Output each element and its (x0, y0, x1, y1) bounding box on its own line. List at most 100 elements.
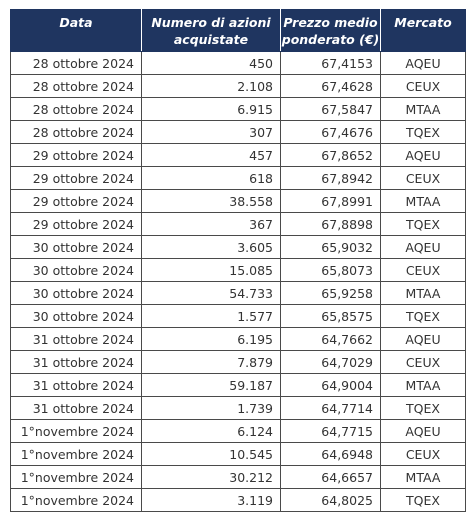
cell-market: TQEX (380, 212, 466, 236)
cell-price: 65,8073 (280, 258, 381, 282)
cell-shares: 457 (141, 143, 281, 167)
cell-date: 29 ottobre 2024 (10, 212, 142, 236)
table-row: 31 ottobre 2024 1.739 64,7714 TQEX (10, 396, 466, 420)
table-header: Data Numero di azioni acquistate Prezzo … (10, 9, 466, 52)
cell-market: MTAA (380, 189, 466, 213)
share-purchases-table: Data Numero di azioni acquistate Prezzo … (10, 9, 466, 512)
table-row: 1°novembre 2024 6.124 64,7715 AQEU (10, 419, 466, 443)
table-row: 31 ottobre 2024 59.187 64,9004 MTAA (10, 373, 466, 397)
table-row: 1°novembre 2024 30.212 64,6657 MTAA (10, 465, 466, 489)
cell-shares: 2.108 (141, 74, 281, 98)
table-row: 30 ottobre 2024 3.605 65,9032 AQEU (10, 235, 466, 259)
cell-price: 65,9258 (280, 281, 381, 305)
table-row: 31 ottobre 2024 7.879 64,7029 CEUX (10, 350, 466, 374)
cell-date: 29 ottobre 2024 (10, 166, 142, 190)
cell-market: AQEU (380, 235, 466, 259)
cell-shares: 1.739 (141, 396, 281, 420)
header-price: Prezzo medio ponderato (€) (280, 9, 381, 52)
header-market: Mercato (380, 9, 466, 52)
cell-price: 64,8025 (280, 488, 381, 512)
cell-price: 67,5847 (280, 97, 381, 121)
cell-market: CEUX (380, 350, 466, 374)
cell-date: 28 ottobre 2024 (10, 51, 142, 75)
cell-price: 64,6948 (280, 442, 381, 466)
cell-price: 67,4628 (280, 74, 381, 98)
cell-market: AQEU (380, 143, 466, 167)
cell-date: 1°novembre 2024 (10, 442, 142, 466)
cell-shares: 54.733 (141, 281, 281, 305)
cell-market: AQEU (380, 419, 466, 443)
table-row: 1°novembre 2024 3.119 64,8025 TQEX (10, 488, 466, 512)
table-row: 28 ottobre 2024 307 67,4676 TQEX (10, 120, 466, 144)
cell-price: 67,8942 (280, 166, 381, 190)
cell-market: MTAA (380, 373, 466, 397)
cell-shares: 15.085 (141, 258, 281, 282)
cell-price: 64,7715 (280, 419, 381, 443)
cell-market: MTAA (380, 281, 466, 305)
cell-shares: 59.187 (141, 373, 281, 397)
cell-shares: 307 (141, 120, 281, 144)
cell-market: TQEX (380, 304, 466, 328)
cell-shares: 3.605 (141, 235, 281, 259)
table-row: 30 ottobre 2024 15.085 65,8073 CEUX (10, 258, 466, 282)
cell-date: 28 ottobre 2024 (10, 120, 142, 144)
cell-price: 65,8575 (280, 304, 381, 328)
cell-shares: 3.119 (141, 488, 281, 512)
cell-price: 65,9032 (280, 235, 381, 259)
cell-shares: 6.915 (141, 97, 281, 121)
table-row: 30 ottobre 2024 54.733 65,9258 MTAA (10, 281, 466, 305)
cell-market: TQEX (380, 120, 466, 144)
cell-price: 64,7662 (280, 327, 381, 351)
table-row: 28 ottobre 2024 450 67,4153 AQEU (10, 51, 466, 75)
table-row: 29 ottobre 2024 457 67,8652 AQEU (10, 143, 466, 167)
cell-date: 30 ottobre 2024 (10, 281, 142, 305)
cell-shares: 618 (141, 166, 281, 190)
cell-price: 67,8898 (280, 212, 381, 236)
cell-market: AQEU (380, 51, 466, 75)
cell-market: CEUX (380, 74, 466, 98)
cell-shares: 7.879 (141, 350, 281, 374)
header-shares: Numero di azioni acquistate (141, 9, 281, 52)
table-row: 29 ottobre 2024 618 67,8942 CEUX (10, 166, 466, 190)
table-row: 28 ottobre 2024 2.108 67,4628 CEUX (10, 74, 466, 98)
cell-date: 28 ottobre 2024 (10, 97, 142, 121)
table-row: 30 ottobre 2024 1.577 65,8575 TQEX (10, 304, 466, 328)
table-row: 29 ottobre 2024 38.558 67,8991 MTAA (10, 189, 466, 213)
cell-price: 64,7714 (280, 396, 381, 420)
table-row: 29 ottobre 2024 367 67,8898 TQEX (10, 212, 466, 236)
table-row: 28 ottobre 2024 6.915 67,5847 MTAA (10, 97, 466, 121)
cell-price: 67,8991 (280, 189, 381, 213)
cell-market: CEUX (380, 258, 466, 282)
cell-shares: 6.124 (141, 419, 281, 443)
cell-shares: 6.195 (141, 327, 281, 351)
table-body: 28 ottobre 2024 450 67,4153 AQEU 28 ottobre … (10, 51, 466, 512)
cell-date: 31 ottobre 2024 (10, 350, 142, 374)
cell-shares: 10.545 (141, 442, 281, 466)
cell-date: 30 ottobre 2024 (10, 304, 142, 328)
cell-market: CEUX (380, 442, 466, 466)
cell-date: 29 ottobre 2024 (10, 189, 142, 213)
cell-date: 28 ottobre 2024 (10, 74, 142, 98)
cell-shares: 38.558 (141, 189, 281, 213)
table-row: 31 ottobre 2024 6.195 64,7662 AQEU (10, 327, 466, 351)
cell-price: 67,4153 (280, 51, 381, 75)
header-date: Data (10, 9, 142, 52)
cell-price: 67,8652 (280, 143, 381, 167)
cell-date: 1°novembre 2024 (10, 419, 142, 443)
cell-shares: 367 (141, 212, 281, 236)
cell-price: 64,9004 (280, 373, 381, 397)
cell-market: MTAA (380, 465, 466, 489)
cell-shares: 1.577 (141, 304, 281, 328)
cell-price: 64,6657 (280, 465, 381, 489)
cell-date: 1°novembre 2024 (10, 488, 142, 512)
cell-date: 29 ottobre 2024 (10, 143, 142, 167)
cell-date: 30 ottobre 2024 (10, 235, 142, 259)
cell-market: CEUX (380, 166, 466, 190)
table-row: 1°novembre 2024 10.545 64,6948 CEUX (10, 442, 466, 466)
cell-shares: 450 (141, 51, 281, 75)
cell-market: MTAA (380, 97, 466, 121)
header-row: Data Numero di azioni acquistate Prezzo … (10, 9, 466, 52)
cell-market: TQEX (380, 488, 466, 512)
cell-market: TQEX (380, 396, 466, 420)
cell-price: 67,4676 (280, 120, 381, 144)
